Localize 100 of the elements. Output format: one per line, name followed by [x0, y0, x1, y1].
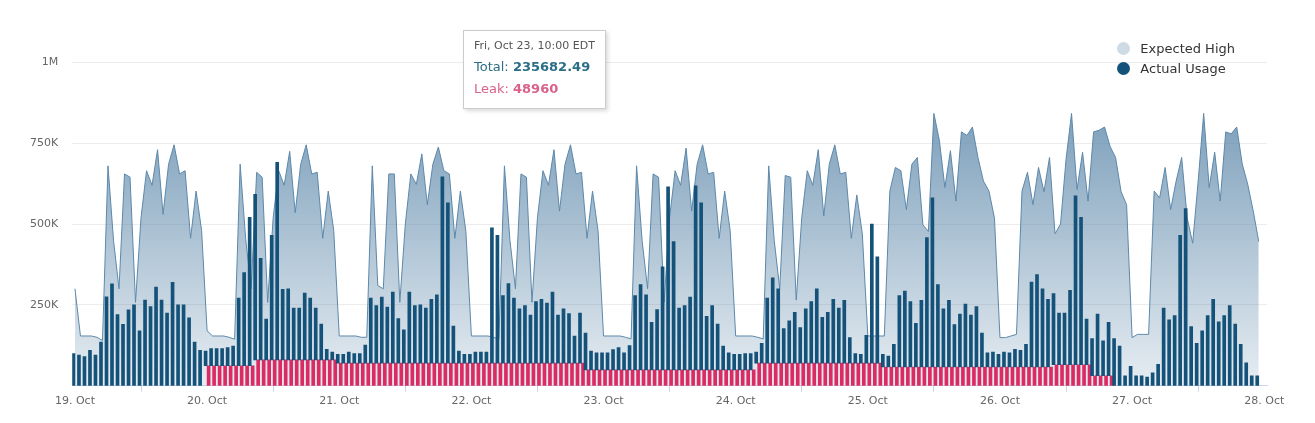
bar [1046, 299, 1050, 368]
bar [1035, 274, 1039, 368]
bar [537, 362, 541, 386]
bar [622, 352, 626, 371]
bar [1134, 375, 1138, 386]
bar [1060, 364, 1064, 386]
bar [1071, 364, 1075, 386]
bar [947, 300, 951, 368]
bar [482, 362, 486, 386]
bar [666, 186, 670, 371]
bar [501, 295, 505, 364]
bar [636, 369, 640, 386]
bar [1079, 216, 1083, 366]
bar [881, 354, 885, 368]
bar [658, 369, 662, 386]
bar [928, 366, 932, 386]
x-tick-label: 19. Oct [54, 394, 96, 408]
bar [512, 297, 516, 364]
bar [515, 362, 519, 386]
bar [983, 366, 987, 386]
bar [721, 345, 725, 371]
legend-label: Expected High [1140, 40, 1235, 56]
bar [479, 351, 483, 364]
bar [950, 366, 954, 386]
bar [1016, 366, 1020, 386]
bar [936, 284, 940, 368]
bar [958, 313, 962, 368]
bar [873, 362, 877, 386]
bar [991, 351, 995, 368]
bar [972, 366, 976, 386]
bar [449, 362, 453, 386]
bar [589, 350, 593, 371]
bar [256, 359, 260, 386]
bar [231, 345, 235, 367]
bar [611, 349, 615, 371]
bar [1068, 290, 1072, 366]
bar [143, 299, 147, 386]
bar [545, 302, 549, 364]
bar [870, 223, 874, 364]
bar [1112, 338, 1116, 386]
bar [710, 305, 714, 371]
bar [578, 312, 582, 364]
x-tick-label: 27. Oct [1112, 394, 1153, 408]
bar [198, 349, 202, 386]
bar [559, 362, 563, 386]
bar [446, 202, 450, 364]
bar [1005, 366, 1009, 386]
bar [980, 332, 984, 368]
bar [548, 362, 552, 386]
x-tick-label: 23. Oct [583, 394, 625, 408]
bar [1101, 340, 1105, 377]
bar [1178, 235, 1182, 386]
bar [1090, 338, 1094, 377]
bar [223, 365, 227, 386]
bar [1145, 376, 1149, 386]
bar [413, 305, 417, 364]
x-tick-label: 20. Oct [187, 394, 228, 408]
bar [264, 318, 268, 361]
bar [1049, 366, 1053, 386]
bar [267, 359, 271, 386]
annotation: Fri, Oct 23, 10:00 EDT [474, 39, 595, 52]
bar [581, 362, 585, 386]
bar [713, 369, 717, 386]
bar [903, 290, 907, 368]
bar [906, 366, 910, 386]
bar [457, 350, 461, 364]
bar [523, 305, 527, 364]
bar [600, 352, 604, 371]
bar [644, 294, 648, 371]
x-tick-label: 25. Oct [847, 394, 889, 408]
bar [504, 362, 508, 386]
bar [647, 369, 651, 386]
bar [1123, 375, 1127, 386]
x-tick-label: 28. Oct [1244, 394, 1285, 408]
bar [603, 369, 607, 386]
bar [677, 307, 681, 371]
bar [245, 365, 249, 386]
bar [1013, 348, 1017, 368]
bar [592, 369, 596, 386]
bar [534, 301, 538, 364]
bar [1093, 375, 1097, 386]
bar [1104, 375, 1108, 386]
bar [471, 362, 475, 386]
bar [132, 304, 136, 386]
bar [88, 349, 92, 386]
bar [176, 304, 180, 386]
bar [669, 369, 673, 386]
y-tick-label: 1M [41, 55, 59, 69]
bar [460, 362, 464, 386]
bar [468, 354, 472, 364]
bar [493, 362, 497, 386]
bar [1189, 326, 1193, 386]
bar [1002, 351, 1006, 368]
bar [625, 369, 629, 386]
bar [187, 317, 191, 386]
bar [1167, 319, 1171, 386]
bar [1038, 366, 1042, 386]
bar [209, 348, 213, 367]
bar [994, 366, 998, 386]
annotation: Total: 235682.49 [474, 59, 591, 74]
